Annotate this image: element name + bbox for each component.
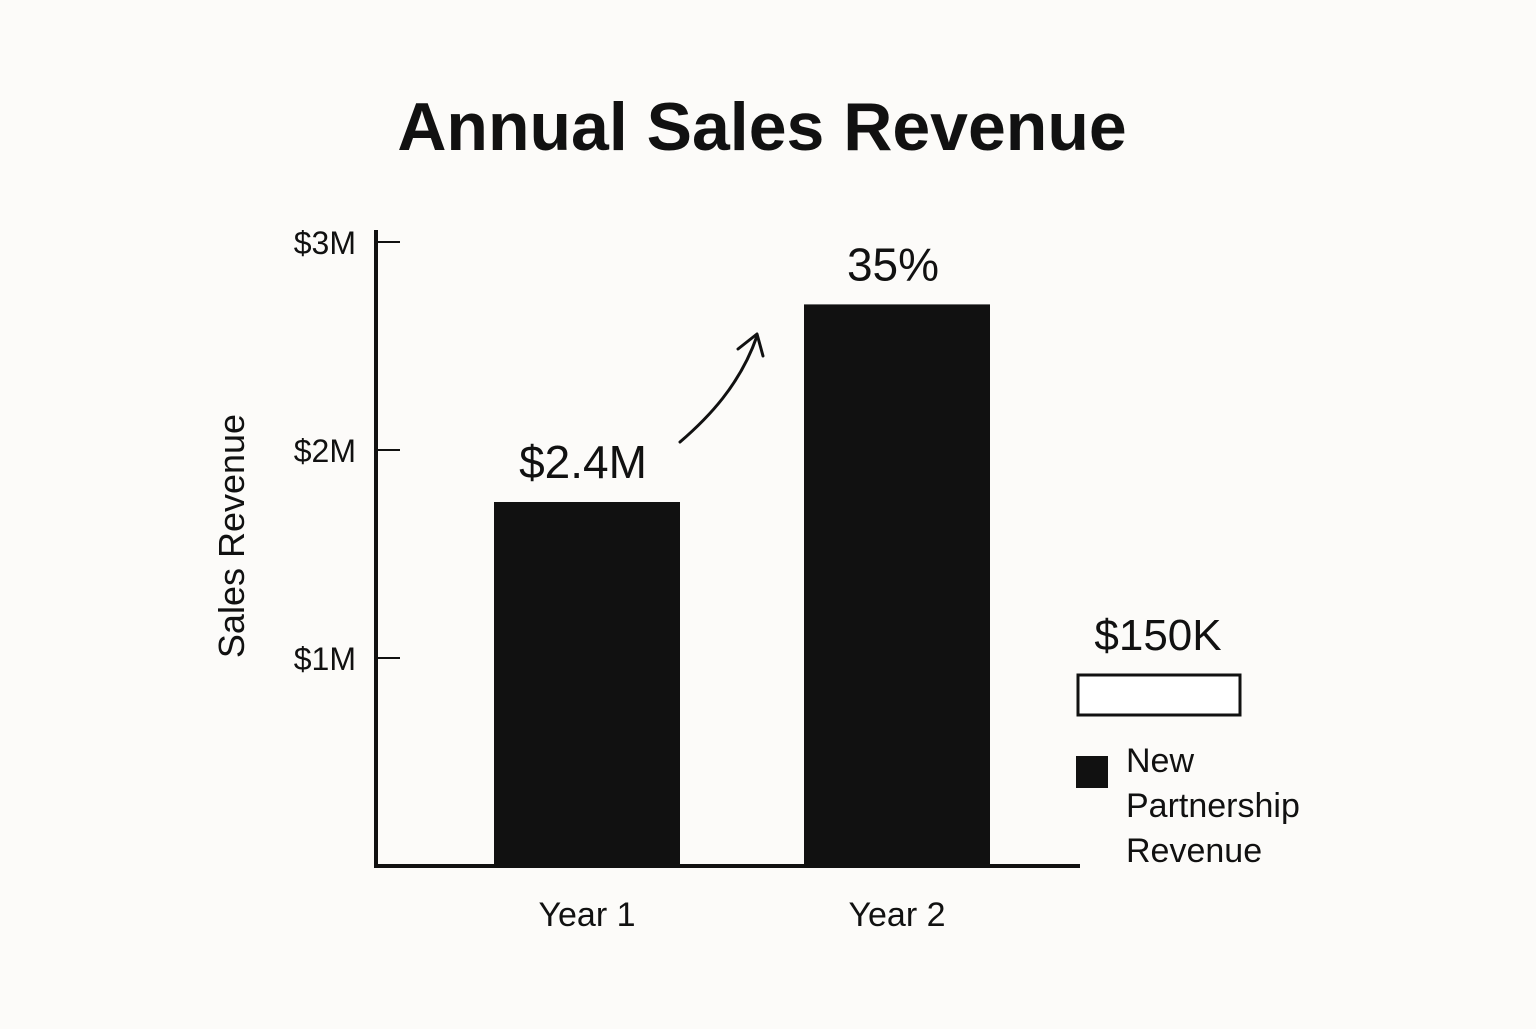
data-labels: $2.4M 35% [519,238,939,488]
growth-annotation [678,332,765,444]
legend-swatch [1076,756,1108,788]
y-tick-label: $2M [294,433,356,469]
legend-entry-label: New [1126,742,1194,780]
x-tick-label: Year 2 [848,896,945,934]
y-tick-label: $3M [294,225,356,261]
legend-value-box [1076,673,1242,717]
y-tick-label: $1M [294,641,356,677]
data-label: $2.4M [519,436,647,488]
bar-year-1 [494,502,680,866]
legend: $150K New Partnership Revenue [1076,611,1300,870]
x-tick-label: Year 1 [538,896,635,934]
data-label: 35% [847,238,939,290]
bars [494,304,990,866]
legend-entry-label: Partnership [1126,787,1300,825]
growth-arrow-head [736,332,765,358]
chart-title: Annual Sales Revenue [397,89,1126,165]
legend-entry-label: Revenue [1126,832,1262,870]
bar-year-2 [804,304,990,866]
y-axis-label: Sales Revenue [211,414,252,658]
legend-value-label: $150K [1094,611,1221,660]
x-axis-tick-labels: Year 1 Year 2 [538,896,945,934]
y-axis-ticks: $1M $2M $3M [294,225,400,677]
growth-arrow-curve [678,334,759,444]
